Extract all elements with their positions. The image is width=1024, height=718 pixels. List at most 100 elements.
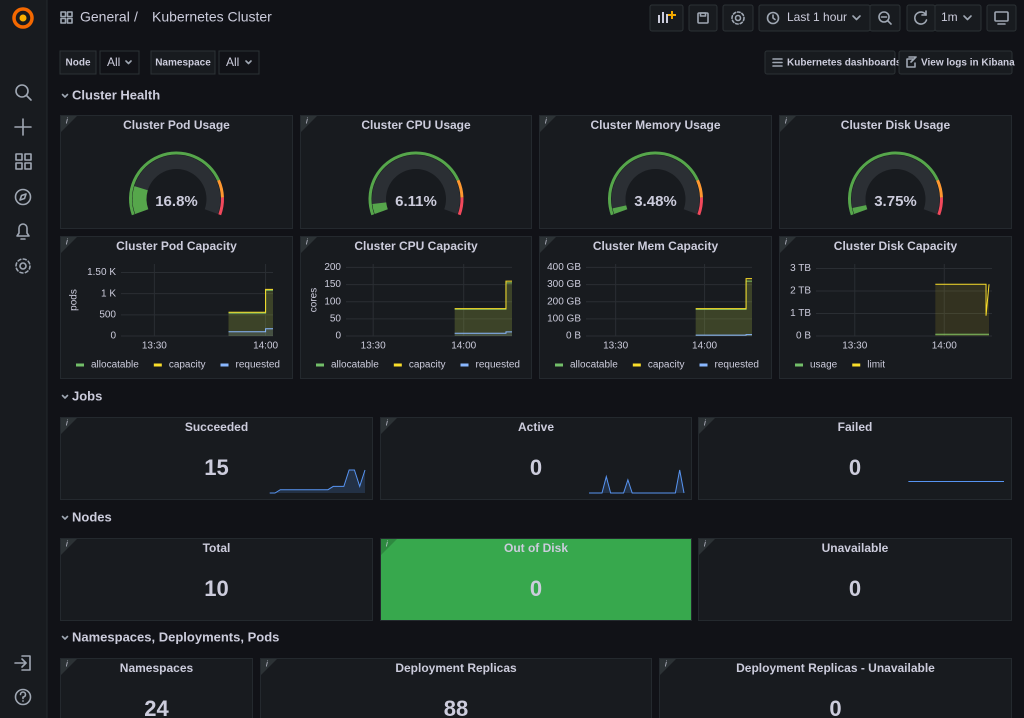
time-range[interactable]: Last 1 hour [787, 10, 847, 24]
panel-title: Cluster Disk Capacity [834, 239, 958, 253]
dashboard-link-icon [772, 58, 783, 67]
settings-button[interactable] [722, 4, 754, 32]
legend-label[interactable]: requested [715, 360, 759, 371]
panel-title: Cluster CPU Usage [361, 118, 471, 132]
breadcrumb-folder[interactable]: General [80, 9, 130, 25]
dashboard-link[interactable] [898, 50, 1013, 75]
x-tick-label: 14:00 [253, 341, 278, 352]
gauge-threshold [457, 197, 464, 216]
tv-mode-button[interactable] [986, 4, 1017, 32]
legend-label[interactable]: allocatable [570, 360, 618, 371]
panel-info-icon[interactable]: i [66, 238, 68, 247]
dashboard-link-label[interactable]: View logs in Kibana [921, 58, 1015, 69]
panel-info-icon[interactable]: i [306, 117, 308, 126]
legend-label[interactable]: limit [867, 360, 885, 371]
save-button[interactable] [688, 4, 718, 32]
x-tick-label: 14:00 [692, 341, 717, 352]
variable-value[interactable]: All [107, 55, 120, 69]
search-icon[interactable] [15, 84, 32, 101]
panel-info-icon[interactable]: i [66, 540, 68, 549]
panel-info-icon[interactable]: i [545, 238, 547, 247]
variable-value[interactable]: All [226, 55, 239, 69]
panel-info-icon[interactable]: i [66, 117, 68, 126]
legend-label[interactable]: requested [476, 360, 520, 371]
dashboard-title[interactable]: Kubernetes Cluster [152, 9, 272, 25]
zoom-out-button[interactable] [869, 4, 901, 32]
panel-info-icon[interactable]: i [785, 117, 787, 126]
panel [60, 658, 253, 718]
panel [300, 236, 532, 379]
row-collapse-icon[interactable] [61, 635, 69, 640]
panel-info-corner [61, 116, 77, 132]
panel-info-icon[interactable]: i [785, 238, 787, 247]
panel-title: Failed [838, 420, 873, 434]
sign-in-icon[interactable] [14, 655, 31, 671]
row-title[interactable]: Cluster Health [72, 87, 160, 102]
refresh-interval[interactable] [934, 4, 982, 32]
panel-info-corner [660, 659, 676, 675]
grafana-logo[interactable] [12, 7, 34, 29]
panel-info-icon[interactable]: i [386, 540, 388, 549]
legend-label[interactable]: allocatable [91, 360, 139, 371]
row-title[interactable]: Jobs [72, 388, 102, 403]
gauge-threshold [937, 197, 943, 216]
legend-label[interactable]: requested [236, 360, 280, 371]
panel-info-icon[interactable]: i [386, 419, 388, 428]
panel-title: Active [518, 420, 554, 434]
variable-select[interactable] [218, 50, 260, 75]
panel-title: Cluster CPU Capacity [354, 239, 478, 253]
variable-select[interactable] [99, 50, 140, 75]
legend-label[interactable]: allocatable [331, 360, 379, 371]
panel-info-icon[interactable]: i [704, 540, 706, 549]
panel-info-corner [61, 418, 77, 434]
row-collapse-icon[interactable] [61, 93, 69, 98]
row-title[interactable]: Namespaces, Deployments, Pods [72, 629, 279, 644]
add-panel-button[interactable] [649, 4, 684, 32]
gauge-threshold [696, 179, 703, 198]
create-icon[interactable] [14, 118, 32, 136]
gauge-value: 3.48% [634, 193, 677, 210]
y-tick-label: 0 [335, 331, 341, 342]
legend-label[interactable]: capacity [648, 360, 685, 371]
y-tick-label: 1 TB [790, 308, 811, 319]
y-tick-label: 1 K [101, 288, 116, 299]
alerting-icon[interactable] [16, 223, 30, 240]
panel-title: Out of Disk [504, 541, 568, 555]
explore-icon[interactable] [14, 188, 32, 206]
dashboard-link-icon [906, 56, 917, 68]
dashboard-link[interactable] [764, 50, 896, 75]
legend-label[interactable]: capacity [409, 360, 446, 371]
variable-label-box [59, 50, 97, 75]
panel-title: Cluster Disk Usage [841, 118, 951, 132]
panel-info-icon[interactable]: i [665, 660, 667, 669]
panel-info-corner [301, 237, 317, 253]
dashboard-link-label[interactable]: Kubernetes dashboards [787, 58, 902, 69]
config-icon[interactable] [15, 258, 31, 274]
x-tick-label: 13:30 [603, 341, 628, 352]
panel-info-icon[interactable]: i [66, 660, 68, 669]
gauge-value: 16.8% [155, 193, 198, 210]
gauge-track [611, 155, 700, 215]
panel-info-icon[interactable]: i [266, 660, 268, 669]
y-axis-label: cores [309, 288, 320, 312]
refresh-interval-label[interactable]: 1m [941, 10, 958, 24]
row-title[interactable]: Nodes [72, 509, 112, 524]
series-area [695, 281, 752, 336]
legend-label[interactable]: capacity [169, 360, 206, 371]
panel-info-icon[interactable]: i [306, 238, 308, 247]
gauge-threshold [456, 179, 464, 198]
help-icon[interactable] [14, 688, 32, 706]
dashboards-icon[interactable] [15, 153, 32, 170]
row-collapse-icon[interactable] [61, 394, 69, 399]
panel-info-icon[interactable]: i [545, 117, 547, 126]
panel-info-corner [381, 418, 397, 434]
row-collapse-icon[interactable] [61, 515, 69, 520]
stat-value: 24 [144, 696, 169, 718]
legend-label[interactable]: usage [810, 360, 838, 371]
variable-label: Node [66, 58, 91, 69]
refresh-button[interactable] [906, 4, 936, 32]
panel-info-icon[interactable]: i [66, 419, 68, 428]
gauge-track [372, 155, 460, 215]
panel-info-icon[interactable]: i [704, 419, 706, 428]
